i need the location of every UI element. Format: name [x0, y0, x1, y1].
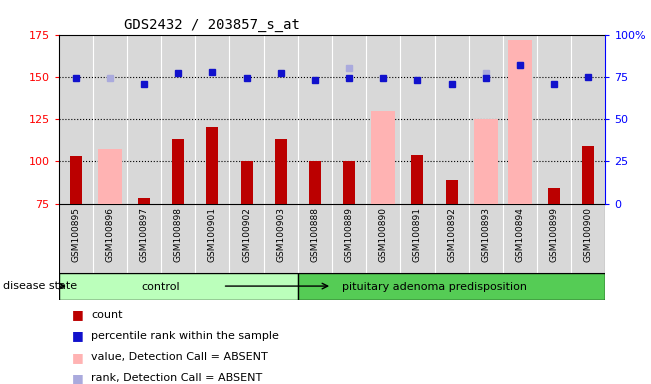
Text: ■: ■ [72, 308, 83, 321]
Bar [548, 188, 560, 204]
Bar [435, 35, 469, 204]
Text: GSM100899: GSM100899 [549, 207, 559, 262]
Bar [503, 204, 537, 273]
Bar [411, 154, 423, 204]
Bar [138, 199, 150, 204]
Bar [98, 149, 122, 204]
Bar [400, 35, 435, 204]
Bar [435, 204, 469, 273]
Bar [469, 204, 503, 273]
Text: ■: ■ [72, 351, 83, 364]
Bar [70, 156, 81, 204]
Bar [230, 204, 264, 273]
Bar [59, 273, 298, 300]
Bar [264, 204, 298, 273]
Text: GSM100892: GSM100892 [447, 207, 456, 262]
Text: GSM100893: GSM100893 [481, 207, 490, 262]
Text: GSM100889: GSM100889 [344, 207, 353, 262]
Text: GSM100897: GSM100897 [139, 207, 148, 262]
Text: pituitary adenoma predisposition: pituitary adenoma predisposition [342, 282, 527, 293]
Bar [195, 35, 230, 204]
Bar [230, 35, 264, 204]
Bar [59, 35, 92, 204]
Bar [59, 204, 92, 273]
Bar [161, 35, 195, 204]
Bar [343, 161, 355, 204]
Bar [371, 111, 395, 204]
Bar [173, 139, 184, 204]
Text: GSM100898: GSM100898 [174, 207, 183, 262]
Bar [298, 273, 605, 300]
Bar [264, 35, 298, 204]
Bar [332, 35, 366, 204]
Text: GSM100890: GSM100890 [379, 207, 388, 262]
Bar [572, 204, 605, 273]
Text: control: control [142, 282, 180, 293]
Bar [583, 146, 594, 204]
Text: GDS2432 / 203857_s_at: GDS2432 / 203857_s_at [124, 18, 300, 32]
Bar [400, 204, 435, 273]
Text: value, Detection Call = ABSENT: value, Detection Call = ABSENT [91, 352, 268, 362]
Bar [127, 35, 161, 204]
Text: GSM100902: GSM100902 [242, 207, 251, 262]
Bar [92, 35, 127, 204]
Text: disease state: disease state [3, 281, 77, 291]
Text: ■: ■ [72, 372, 83, 384]
Text: GSM100901: GSM100901 [208, 207, 217, 262]
Bar [537, 35, 572, 204]
Text: GSM100891: GSM100891 [413, 207, 422, 262]
Bar [275, 139, 286, 204]
Bar [366, 204, 400, 273]
Bar [127, 204, 161, 273]
Bar [469, 35, 503, 204]
Text: GSM100900: GSM100900 [584, 207, 593, 262]
Bar [366, 35, 400, 204]
Text: GSM100895: GSM100895 [71, 207, 80, 262]
Bar [298, 35, 332, 204]
Bar [503, 35, 537, 204]
Text: percentile rank within the sample: percentile rank within the sample [91, 331, 279, 341]
Bar [572, 35, 605, 204]
Text: GSM100894: GSM100894 [516, 207, 525, 262]
Bar [195, 204, 230, 273]
Text: rank, Detection Call = ABSENT: rank, Detection Call = ABSENT [91, 373, 262, 383]
Text: GSM100896: GSM100896 [105, 207, 115, 262]
Text: ■: ■ [72, 329, 83, 343]
Bar [206, 127, 218, 204]
Bar [92, 204, 127, 273]
Bar [241, 161, 253, 204]
Bar [537, 204, 572, 273]
Bar [508, 40, 532, 204]
Bar [474, 119, 498, 204]
Text: GSM100903: GSM100903 [276, 207, 285, 262]
Bar [309, 161, 321, 204]
Text: count: count [91, 310, 122, 320]
Bar [161, 204, 195, 273]
Text: GSM100888: GSM100888 [311, 207, 320, 262]
Bar [332, 204, 366, 273]
Bar [446, 180, 458, 204]
Bar [298, 204, 332, 273]
